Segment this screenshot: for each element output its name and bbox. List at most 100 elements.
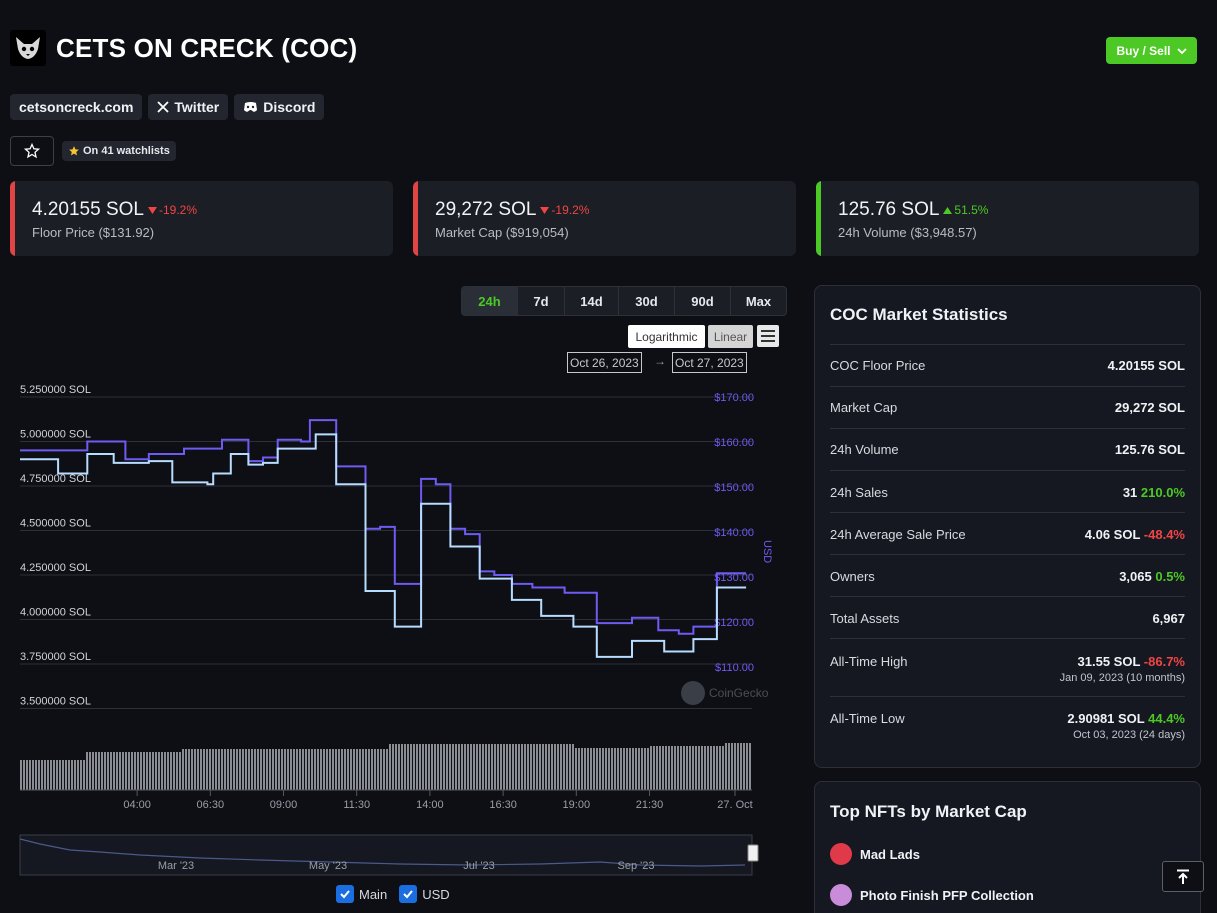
volume-bar [128, 752, 130, 790]
legend-usd-toggle[interactable]: USD [399, 885, 450, 903]
website-link[interactable]: cetsoncreck.com [10, 94, 143, 120]
watchlist-row: On 41 watchlists [10, 136, 176, 166]
stat-change: 44.4% [1148, 711, 1185, 726]
volume-bar [380, 749, 382, 790]
volume-bar [80, 760, 82, 790]
y-right-tick-label: $130.00 [714, 572, 754, 584]
legend-main-toggle[interactable]: Main [336, 885, 387, 903]
volume-bar [449, 744, 451, 790]
volume-bar [191, 749, 193, 790]
volume-bar [65, 760, 67, 790]
volume-bar [386, 749, 388, 790]
volume-bar [425, 744, 427, 790]
range-max-button[interactable]: Max [745, 293, 772, 309]
external-links: cetsoncreck.com Twitter Discord [10, 94, 325, 120]
volume-bar [707, 746, 709, 790]
stat-label: Market Cap [830, 400, 898, 415]
volume-bar [686, 746, 688, 790]
volume-bar [374, 749, 376, 790]
navigator-tick-label: Jul '23 [463, 860, 494, 872]
volume-bar [647, 748, 649, 790]
volume-bar [491, 744, 493, 790]
volume-bar [581, 748, 583, 790]
volume-bar [659, 746, 661, 790]
market-cap-change: -19.2% [551, 203, 590, 217]
volume-bar [41, 760, 43, 790]
volume-bar [725, 743, 727, 790]
volume-bar [161, 752, 163, 790]
volume-bar [650, 746, 652, 790]
volume-bar [515, 744, 517, 790]
date-to-input[interactable]: Oct 27, 2023 [672, 352, 747, 373]
volume-bar [503, 744, 505, 790]
stat-label: 24h Average Sale Price [830, 527, 966, 542]
volume-bar [467, 744, 469, 790]
legend-usd-label: USD [422, 886, 450, 902]
discord-link[interactable]: Discord [234, 94, 325, 120]
series-line-main [20, 433, 747, 658]
volume-bar [221, 749, 223, 790]
stat-row-all-time-low: All-Time Low 2.90981 SOL 44.4% Oct 03, 2… [830, 696, 1185, 754]
volume-bar [704, 746, 706, 790]
buy-sell-button[interactable]: Buy / Sell [1106, 37, 1197, 64]
volume-bar [233, 749, 235, 790]
volume-bar [230, 749, 232, 790]
volume-bar [134, 752, 136, 790]
floor-price-value: 4.20155 SOL [32, 199, 144, 220]
range-24h-button[interactable]: 24h [462, 287, 518, 315]
volume-bar [395, 744, 397, 790]
volume-bar [107, 752, 109, 790]
date-from-input[interactable]: Oct 26, 2023 [567, 352, 642, 373]
volume-bar [125, 752, 127, 790]
volume-bar [314, 749, 316, 790]
chart-menu-icon[interactable] [757, 325, 779, 347]
nft-item-mad-lads[interactable]: Mad Lads [830, 843, 920, 865]
volume-bar [236, 749, 238, 790]
coingecko-watermark: CoinGecko [709, 686, 769, 700]
volume-bar [182, 749, 184, 790]
buy-sell-label: Buy / Sell [1116, 43, 1171, 58]
volume-bar [269, 749, 271, 790]
range-30d-button[interactable]: 30d [619, 287, 675, 315]
discord-icon [244, 102, 258, 112]
add-watchlist-button[interactable] [10, 136, 54, 166]
volume-bar [185, 749, 187, 790]
volume-bar [359, 749, 361, 790]
scroll-to-top-button[interactable] [1162, 861, 1204, 892]
volume-bar [164, 752, 166, 790]
volume-bar [443, 744, 445, 790]
volume-bar [155, 752, 157, 790]
x-tick-label: 11:30 [343, 799, 370, 811]
range-90d-button[interactable]: 90d [675, 287, 731, 315]
volume-bar [731, 743, 733, 790]
stat-label: 24h Sales [830, 485, 888, 500]
volume-bar [614, 748, 616, 790]
volume-bar [365, 749, 367, 790]
x-tick-label: 21:30 [636, 799, 664, 811]
volume-bar [218, 749, 220, 790]
volume-bar [50, 760, 52, 790]
caret-down-icon [540, 206, 550, 214]
x-tick-label: 14:00 [416, 799, 444, 811]
range-14d-button[interactable]: 14d [565, 287, 619, 315]
y-left-tick-label: 3.500000 SOL [20, 696, 91, 708]
volume-bar [53, 760, 55, 790]
range-7d-button[interactable]: 7d [518, 287, 565, 315]
volume-bar [527, 744, 529, 790]
volume-bar [548, 744, 550, 790]
photo-finish-avatar [830, 884, 852, 906]
price-chart[interactable]: 5.250000 SOL 5.000000 SOL 4.750000 SOL 4.50… [0, 380, 800, 880]
checkbox-checked-icon [336, 885, 354, 903]
stat-value: 31 [1122, 485, 1138, 500]
volume-bar [119, 752, 121, 790]
volume-bar [278, 749, 280, 790]
volume-bar [215, 749, 217, 790]
time-range-selector: 24h 7d 14d 30d 90d Max [461, 286, 787, 316]
volume-bar [323, 749, 325, 790]
volume-bar [338, 749, 340, 790]
volume-bar [557, 744, 559, 790]
twitter-link[interactable]: Twitter [148, 94, 229, 120]
nft-item-photo-finish[interactable]: Photo Finish PFP Collection [830, 884, 1034, 906]
logarithmic-scale-button[interactable]: Logarithmic [628, 325, 705, 348]
linear-scale-button[interactable]: Linear [708, 325, 753, 348]
